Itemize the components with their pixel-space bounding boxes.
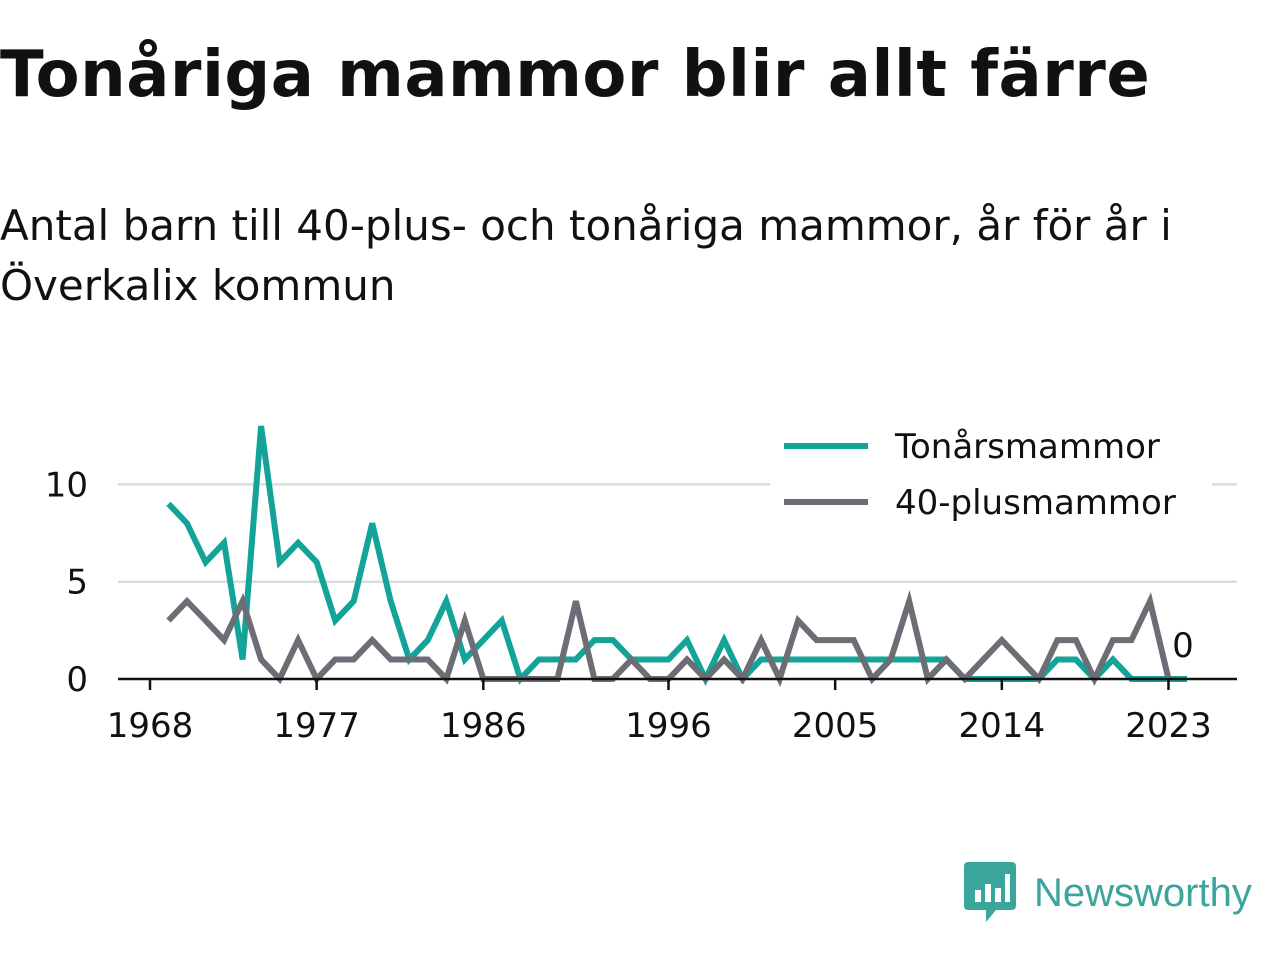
legend-label: Tonårsmammor bbox=[894, 427, 1160, 467]
brand-footer: Newsworthy bbox=[964, 862, 1252, 924]
axes: 0 5 10 1968 1977 1986 1996 2005 2014 2023 0 bbox=[45, 465, 1237, 746]
newsworthy-logo-icon bbox=[964, 862, 1016, 922]
legend: Tonårsmammor 40-plusmammor bbox=[770, 426, 1212, 532]
y-tick-label: 0 bbox=[66, 660, 88, 700]
brand-name: Newsworthy bbox=[1034, 870, 1252, 915]
x-tick-label: 2014 bbox=[959, 706, 1046, 746]
x-tick-label: 1968 bbox=[107, 706, 194, 746]
x-tick-label: 2005 bbox=[792, 706, 879, 746]
chart-title: Tonåriga mammor blir allt färre bbox=[0, 38, 1151, 112]
end-value-label: 0 bbox=[1172, 626, 1194, 666]
x-tick-label: 1977 bbox=[273, 706, 360, 746]
y-tick-label: 10 bbox=[45, 465, 88, 505]
chart-subtitle: Antal barn till 40-plus- och tonåriga ma… bbox=[0, 201, 1172, 310]
x-tick-label: 2023 bbox=[1125, 706, 1212, 746]
x-tick-label: 1996 bbox=[625, 706, 712, 746]
series-line bbox=[166, 589, 1172, 688]
y-tick-label: 5 bbox=[66, 563, 88, 603]
legend-label: 40-plusmammor bbox=[895, 483, 1176, 523]
x-tick-label: 1986 bbox=[440, 706, 527, 746]
